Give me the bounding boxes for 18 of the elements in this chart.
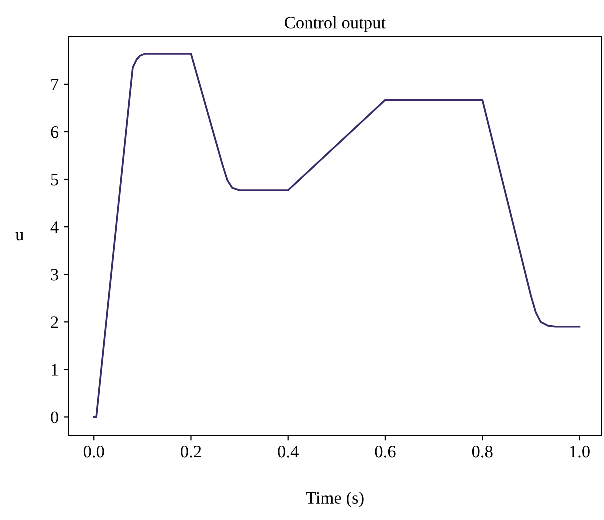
x-axis-title: Time (s): [306, 492, 364, 508]
y-tick-label: 0: [51, 412, 58, 424]
y-tick-label: 2: [51, 316, 58, 328]
line-series: [93, 53, 581, 418]
y-tick-label: 4: [50, 222, 59, 234]
x-tick-label: 0.2: [181, 446, 202, 458]
x-tick-label: 0.0: [84, 446, 104, 458]
y-axis-title: u: [16, 232, 24, 241]
y-tick-label: 3: [51, 269, 58, 281]
y-tick-label: 5: [51, 174, 58, 186]
y-tick-label: 1: [52, 364, 58, 376]
chart-title: Control output: [285, 16, 386, 32]
y-tick-label: 7: [52, 79, 59, 90]
x-tick-label: 1.0: [570, 446, 590, 458]
x-tick-label: 0.4: [278, 446, 299, 458]
x-tick-label: 0.8: [472, 446, 493, 458]
y-tick-label: 6: [51, 126, 59, 138]
x-tick-label: 0.6: [375, 446, 396, 458]
